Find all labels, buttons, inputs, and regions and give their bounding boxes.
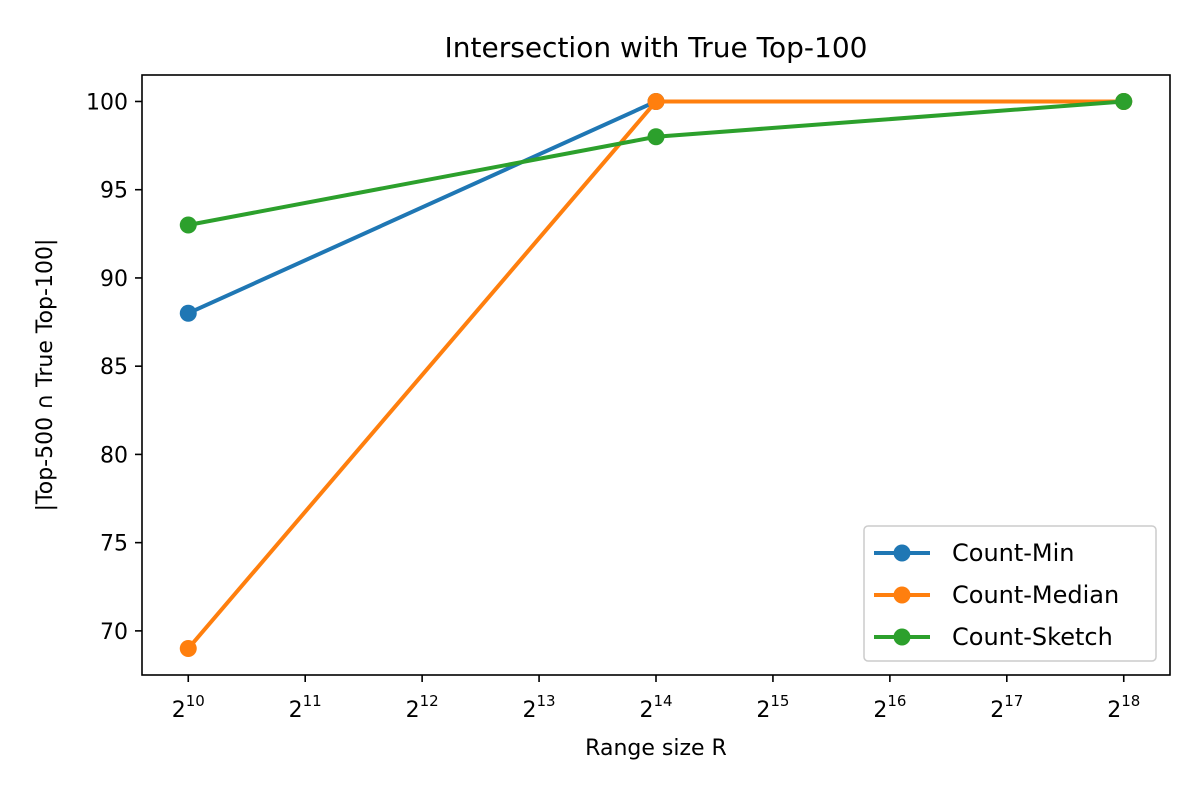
x-tick-exponent: 12 [420,692,439,710]
x-axis-label: Range size R [585,736,727,761]
x-tick-exponent: 10 [186,692,205,710]
x-tick-label: 217 [990,692,1023,723]
x-tick-label: 216 [873,692,906,723]
data-point-count-min [179,304,197,322]
plot-area: 210 211 212 213 214 215 216 217 2187075808590951… [86,74,1171,723]
x-tick-base: 2 [1107,698,1121,723]
legend-swatch-marker [893,586,911,604]
y-tick-label: 75 [100,532,128,557]
legend-label: Count-Median [952,581,1119,609]
x-tick-label: 214 [639,692,672,723]
x-tick-exponent: 16 [887,692,906,710]
data-point-count-median [179,640,197,658]
legend-label: Count-Sketch [952,623,1113,651]
legend-swatch-marker [893,628,911,646]
x-tick-base: 2 [523,698,537,723]
x-tick-label: 215 [756,692,789,723]
x-tick-exponent: 15 [770,692,789,710]
x-tick-base: 2 [756,698,770,723]
data-point-count-median [647,92,665,110]
x-tick-base: 2 [172,698,186,723]
legend-label: Count-Min [952,539,1075,567]
legend-box [863,525,1157,662]
x-tick-exponent: 13 [537,692,556,710]
data-point-count-sketch [1115,92,1133,110]
data-point-count-sketch [179,216,197,234]
y-tick-label: 70 [100,620,128,645]
x-tick-label: 212 [406,692,439,723]
x-tick-label: 218 [1107,692,1140,723]
x-tick-exponent: 17 [1004,692,1023,710]
y-tick-label: 80 [100,443,128,468]
y-tick-label: 85 [100,355,128,380]
y-tick-label: 90 [100,267,128,292]
x-tick-exponent: 18 [1121,692,1140,710]
data-point-count-sketch [647,128,665,146]
x-tick-exponent: 14 [653,692,672,710]
chart-title: Intersection with True Top-100 [445,31,868,64]
x-tick-label: 210 [172,692,205,723]
x-tick-label: 213 [523,692,556,723]
x-tick-base: 2 [639,698,653,723]
x-tick-base: 2 [873,698,887,723]
x-tick-base: 2 [990,698,1004,723]
x-tick-label: 211 [289,692,322,723]
y-tick-label: 100 [86,90,128,115]
x-tick-base: 2 [406,698,420,723]
y-tick-label: 95 [100,179,128,204]
x-tick-exponent: 11 [303,692,322,710]
y-axis-label: |Top-500 ∩ True Top-100| [33,239,58,512]
x-tick-base: 2 [289,698,303,723]
legend-swatch-marker [893,544,911,562]
